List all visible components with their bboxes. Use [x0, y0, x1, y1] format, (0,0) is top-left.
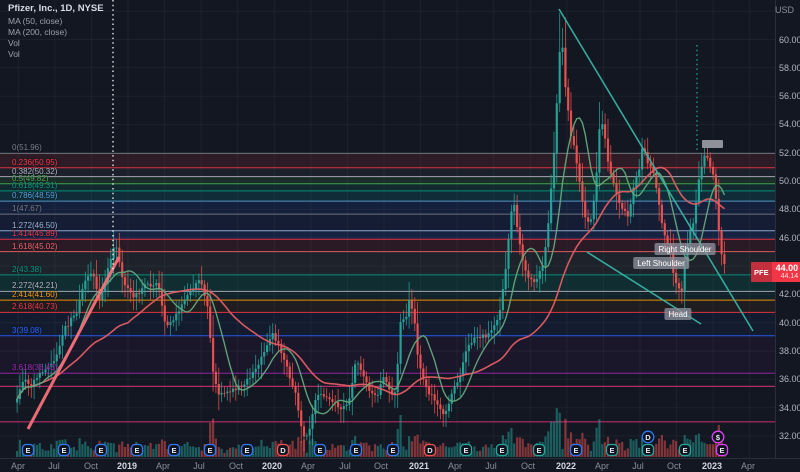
svg-text:E: E [682, 446, 687, 455]
fib-level-label: 0(51.96) [12, 143, 42, 153]
svg-text:D: D [427, 446, 433, 455]
ma50-line [16, 117, 726, 415]
svg-text:E: E [499, 446, 504, 455]
svg-text:D: D [280, 446, 286, 455]
svg-text:E: E [573, 446, 578, 455]
price-tick: 54.00 [779, 119, 800, 130]
gray-marker-box [702, 140, 723, 148]
svg-text:E: E [134, 446, 139, 455]
fib-level-label: 1(47.67) [12, 204, 42, 214]
price-tick: 34.00 [779, 402, 800, 413]
svg-text:E: E [61, 446, 66, 455]
price-tick: 52.00 [779, 147, 800, 158]
svg-text:E: E [244, 446, 249, 455]
time-tick: Apr [740, 461, 756, 471]
fib-level-label: 2.618(40.73) [12, 302, 58, 312]
time-tick: Oct [228, 461, 244, 471]
svg-text:$: $ [716, 433, 721, 442]
fib-level-label: 1.618(45.02) [12, 241, 58, 251]
legend-vol-2[interactable]: Vol [8, 48, 20, 59]
price-tick: 50.00 [779, 176, 800, 187]
trend-line [26, 256, 121, 430]
svg-text:D: D [645, 433, 651, 442]
time-tick: Oct [520, 461, 536, 471]
time-tick: Oct [666, 461, 682, 471]
price-tick: 58.00 [779, 62, 800, 73]
fib-level-label: 0.5(49.82) [12, 173, 49, 183]
time-tick: Jul [339, 461, 351, 471]
svg-text:E: E [609, 446, 614, 455]
svg-text:E: E [171, 446, 176, 455]
time-tick: Jul [193, 461, 205, 471]
price-tick: 46.00 [779, 232, 800, 243]
svg-text:E: E [536, 446, 541, 455]
time-tick: Oct [373, 461, 389, 471]
symbol-legend[interactable]: Pfizer, Inc., 1D, NYSE MA (50, close) MA… [8, 4, 104, 58]
fib-level-label: 3.618(36.43) [12, 363, 58, 373]
legend-ma200[interactable]: MA (200, close) [8, 26, 68, 37]
svg-text:E: E [645, 446, 650, 455]
time-tick: Apr [594, 461, 610, 471]
time-tick: 2023 [701, 461, 723, 471]
fib-retracement [0, 152, 775, 423]
price-tick: 60.00 [779, 34, 800, 45]
fib-level-label: 2.414(41.60) [12, 290, 58, 300]
pattern-annotation[interactable]: Head [664, 308, 692, 320]
legend-ma50[interactable]: MA (50, close) [8, 15, 63, 26]
ma200-line [16, 166, 725, 400]
symbol-badge: PFE [751, 262, 772, 282]
pattern-annotation[interactable]: Right Shoulder [654, 243, 716, 255]
price-tick: 36.00 [779, 374, 800, 385]
time-tick: Oct [83, 461, 99, 471]
fib-level-label: 0.236(50.95) [12, 157, 58, 167]
svg-text:E: E [390, 446, 395, 455]
time-tick: Apr [155, 461, 171, 471]
currency-label: USD [774, 5, 794, 15]
secondary-price: 44.14 [780, 273, 799, 280]
price-tick: 42.00 [779, 289, 800, 300]
price-tick: 32.00 [779, 431, 800, 441]
legend-vol-1[interactable]: Vol [8, 37, 20, 48]
price-tick: 48.00 [779, 204, 800, 215]
fib-level-label: 1.272(46.50) [12, 220, 58, 230]
time-tick: 2019 [116, 461, 138, 471]
fib-level-label: 0.618(49.31) [12, 180, 58, 190]
time-tick: Jul [632, 461, 644, 471]
fib-level-label: 0.786(48.59) [12, 191, 58, 201]
symbol-title[interactable]: Pfizer, Inc., 1D, NYSE [8, 3, 104, 14]
trend-line [558, 8, 754, 332]
svg-text:E: E [719, 446, 724, 455]
time-tick: 2021 [408, 461, 430, 471]
svg-text:E: E [98, 446, 103, 455]
last-price: 44.00 [775, 263, 799, 273]
svg-text:E: E [317, 446, 322, 455]
pattern-annotation[interactable]: Left Shoulder [633, 257, 689, 269]
price-tick: 38.00 [779, 346, 800, 357]
fib-level-label: 1.414(45.89) [12, 229, 58, 239]
ma-lines [16, 117, 726, 415]
fib-level-label: 2.272(42.21) [12, 281, 58, 291]
event-markers[interactable]: E E E E E E E D E E E D E E E E E E E ED $ [21, 430, 729, 457]
time-tick: Apr [300, 461, 316, 471]
fib-level-label: 0.382(50.32) [12, 166, 58, 176]
time-tick: Jul [485, 461, 497, 471]
fib-level-label: 3(39.08) [12, 325, 42, 335]
price-tick: 56.00 [779, 91, 800, 102]
svg-text:E: E [353, 446, 358, 455]
price-tick: 40.00 [779, 317, 800, 328]
time-tick: Apr [447, 461, 463, 471]
time-tick: Apr [10, 461, 26, 471]
time-tick: 2022 [555, 461, 577, 471]
svg-text:E: E [25, 446, 30, 455]
svg-text:E: E [463, 446, 468, 455]
time-tick: 2020 [261, 461, 283, 471]
last-price-label: PFE 44.00 44.14 [751, 262, 800, 282]
svg-text:E: E [207, 446, 212, 455]
time-tick: Jul [48, 461, 60, 471]
fib-level-label: 2(43.38) [12, 264, 42, 274]
